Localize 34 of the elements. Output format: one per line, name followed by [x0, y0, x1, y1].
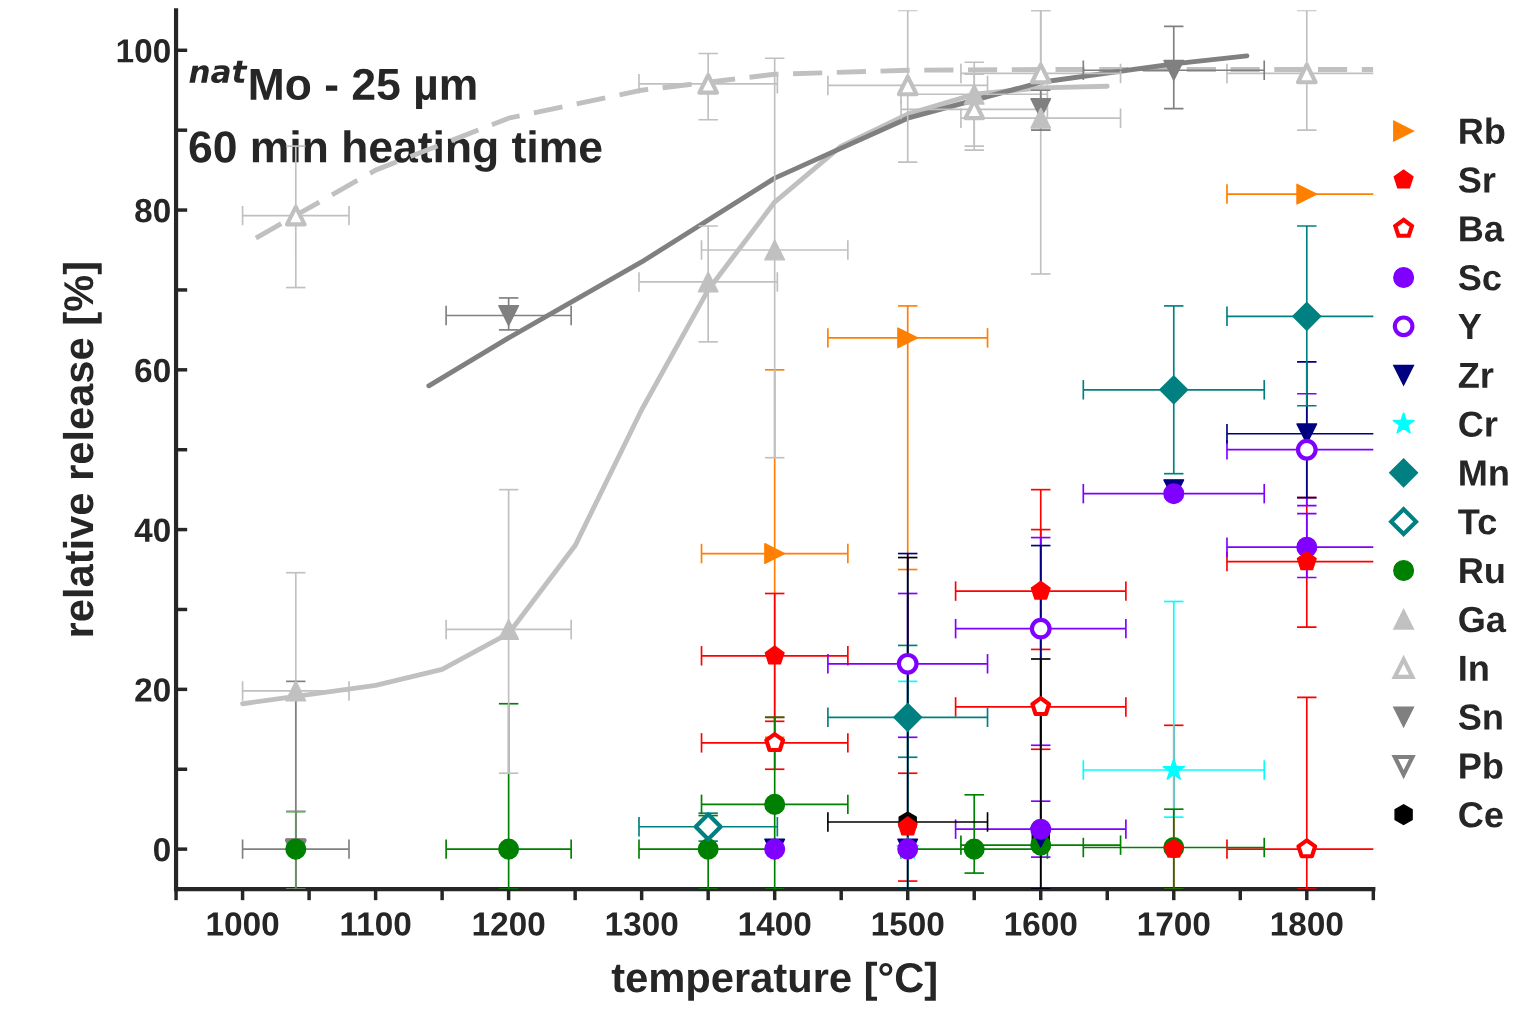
- x-tick-label: 1000: [207, 912, 279, 936]
- x-tick-label: 1700: [1138, 912, 1210, 936]
- legend-label: Ga: [1459, 606, 1507, 633]
- y-tick-label: 40: [134, 518, 170, 542]
- y-tick-label: 80: [135, 198, 170, 223]
- legend-label: Y: [1458, 314, 1482, 339]
- legend-label: Ba: [1460, 216, 1505, 242]
- x-axis-title: temperature [°C]: [611, 961, 936, 1001]
- x-tick-label: 1600: [1005, 912, 1077, 936]
- legend-label: Cr: [1459, 411, 1498, 437]
- legend-label: Tc: [1458, 509, 1497, 535]
- annotation: 60 min heating time: [189, 130, 602, 172]
- legend-label: Mn: [1460, 460, 1508, 486]
- y-axis-title: relative release [%]: [62, 263, 102, 636]
- y-tick-label: 20: [135, 678, 170, 702]
- legend-label: In: [1460, 655, 1488, 681]
- y-tick-label: 60: [135, 358, 170, 383]
- x-tick-label: 1300: [606, 912, 678, 936]
- legend-label: Sr: [1458, 167, 1496, 193]
- legend-label: Rb: [1460, 117, 1505, 144]
- annotation: $^{nat}$Mo - 25 µm: [189, 60, 476, 109]
- x-tick-label: 1500: [872, 912, 944, 936]
- legend-label: Sc: [1458, 264, 1501, 291]
- legend-label: Pb: [1460, 752, 1503, 779]
- x-tick-label: 1800: [1271, 912, 1343, 936]
- legend-label: Ce: [1459, 802, 1503, 828]
- x-tick-label: 1200: [473, 912, 545, 936]
- legend-label: Ru: [1460, 558, 1504, 584]
- x-tick-label: 1100: [341, 912, 411, 936]
- legend-label: Zr: [1458, 362, 1494, 388]
- legend-label: Sn: [1458, 704, 1502, 730]
- x-tick-label: 1400: [739, 912, 811, 936]
- y-tick-label: 100: [117, 39, 170, 63]
- y-tick-label: 0: [153, 837, 170, 862]
